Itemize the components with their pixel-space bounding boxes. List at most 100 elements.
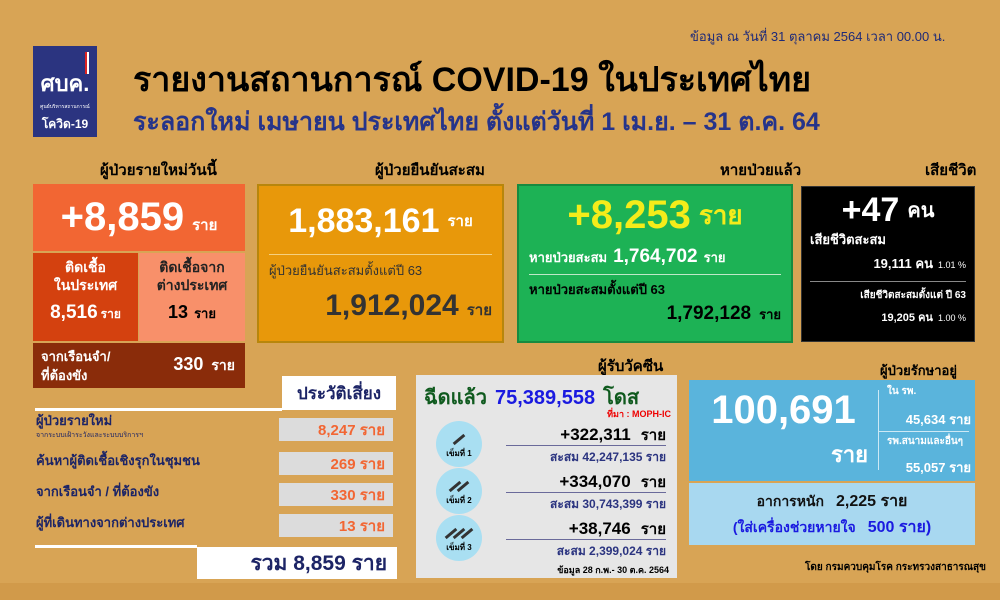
deaths-since63-value: 19,205 คน: [881, 312, 933, 324]
new-cases-value: +8,859: [60, 195, 185, 239]
recovered-card: +8,253 ราย หายป่วยสะสม 1,764,702 ราย หาย…: [517, 184, 793, 343]
risk-row-value-box: 8,247 ราย: [279, 418, 393, 441]
deaths-value: +47: [841, 190, 900, 229]
field-hospital-value: 55,057 ราย: [905, 460, 971, 475]
domestic-label-2: ในประเทศ: [53, 277, 118, 293]
divider: [35, 408, 282, 411]
vaccine-source: ที่มา : MOPH-IC: [607, 409, 671, 419]
cumulative-value: 1,883,161: [288, 201, 440, 240]
risk-row-sublabel: จากระบบเฝ้าระวังและระบบบริการฯ: [36, 432, 143, 439]
cumulative-since63-unit: ราย: [466, 302, 492, 319]
logo-subtext: ศูนย์บริหารสถานการณ์: [40, 104, 90, 110]
dose-unit: ราย: [640, 427, 666, 444]
bottom-band: [0, 583, 1000, 600]
dose-label: เข็มที่ 2: [446, 496, 472, 505]
divider: [269, 254, 492, 255]
dose-cumulative: สะสม 30,743,399 ราย: [550, 497, 666, 511]
deaths-cum-value: 19,111 คน: [873, 256, 933, 271]
deaths-header: เสียชีวิต: [925, 162, 977, 179]
domestic-unit: ราย: [100, 307, 121, 321]
dose-today: +38,746: [568, 519, 631, 538]
ventilator-value: 500 ราย): [867, 518, 932, 536]
severe-card: อาการหนัก 2,225 ราย (ใส่เครื่องช่วยหายใจ…: [689, 483, 975, 545]
field-hospital-label: รพ.สนามและอื่นๆ: [887, 436, 964, 447]
divider: [810, 281, 966, 282]
recovered-cum-label: หายป่วยสะสม: [529, 250, 608, 265]
dose-today: +322,311: [560, 425, 631, 444]
deaths-card: +47 คน เสียชีวิตสะสม 19,111 คน 1.01 % เส…: [801, 186, 975, 342]
abroad-label-2: ต่างประเทศ: [156, 277, 228, 293]
treatment-unit: ราย: [830, 442, 868, 467]
deaths-cum-pct: 1.01 %: [937, 260, 966, 270]
divider: [529, 274, 781, 275]
syringe-icon: [452, 433, 466, 446]
risk-row-label: ค้นหาผู้ติดเชื้อเชิงรุกในชุมชน: [36, 453, 200, 468]
deaths-since63-label: เสียชีวิตสะสมตั้งแต่ ปี 63: [860, 290, 966, 301]
deaths-unit: คน: [907, 200, 935, 222]
page-title: รายงานสถานการณ์ COVID-19 ในประเทศไทย: [133, 61, 812, 99]
dose-badge: เข็มที่ 2: [436, 468, 482, 514]
flag-icon: [85, 52, 91, 74]
risk-row-value-box: 13 ราย: [279, 514, 393, 537]
treatment-card: 100,691 ราย ใน รพ. 45,634 ราย รพ.สนามและ…: [689, 380, 975, 481]
recovered-since63-value: 1,792,128: [666, 303, 752, 324]
recovered-value: +8,253: [567, 192, 691, 237]
prison-card: จากเรือนจำ/ ที่ต้องขัง 330 ราย: [33, 343, 245, 388]
new-cases-header: ผู้ป่วยรายใหม่วันนี้: [100, 162, 217, 179]
report-date: ข้อมูล ณ วันที่ 31 ตุลาคม 2564 เวลา 00.0…: [690, 29, 946, 44]
risk-row-value-box: 330 ราย: [279, 483, 393, 506]
domestic-label: ติดเชื้อ: [65, 259, 106, 275]
risk-header: ประวัติเสี่ยง: [296, 383, 382, 403]
risk-header-box: ประวัติเสี่ยง: [282, 376, 396, 410]
logo-text: ศบค.: [40, 71, 90, 96]
logo-covid-text: โควิด-19: [41, 117, 89, 131]
hospital-value: 45,634 ราย: [905, 412, 971, 427]
treatment-header: ผู้ป่วยรักษาอยู่: [880, 363, 957, 378]
severe-value: 2,225 ราย: [835, 492, 908, 510]
recovered-unit: ราย: [698, 199, 743, 230]
prison-value: 330: [173, 354, 204, 374]
page-subtitle: ระลอกใหม่ เมษายน ประเทศไทย ตั้งแต่วันที่…: [133, 108, 820, 136]
dose-label: เข็มที่ 3: [446, 543, 472, 552]
divider: [506, 492, 666, 493]
risk-row-value: 13 ราย: [338, 517, 385, 535]
divider: [879, 431, 969, 432]
recovered-header: หายป่วยแล้ว: [720, 162, 802, 179]
dose-cumulative: สะสม 2,399,024 ราย: [556, 544, 666, 558]
domestic-card: ติดเชื้อ ในประเทศ 8,516 ราย: [33, 253, 138, 341]
hospital-label: ใน รพ.: [887, 386, 917, 397]
recovered-since63-label: หายป่วยสะสมตั้งแต่ปี 63: [529, 282, 666, 297]
footer-source: โดย กรมควบคุมโรค กระทรวงสาธารณสุข: [805, 562, 986, 573]
divider: [506, 445, 666, 446]
cumulative-unit: ราย: [447, 213, 473, 230]
recovered-cum-unit: ราย: [703, 250, 726, 265]
prison-label: จากเรือนจำ/: [41, 348, 111, 364]
dose-badge: เข็มที่ 1: [436, 421, 482, 467]
vaccine-injected-label: ฉีดแล้ว: [424, 387, 487, 409]
vaccine-header: ผู้รับวัคซีน: [598, 358, 664, 375]
abroad-card: ติดเชื้อจาก ต่างประเทศ 13 ราย: [139, 253, 245, 341]
risk-row-value: 330 ราย: [330, 486, 385, 504]
treatment-value: 100,691: [711, 388, 856, 432]
divider: [506, 539, 666, 540]
divider: [35, 545, 197, 548]
risk-row-label: ผู้ที่เดินทางจากต่างประเทศ: [36, 515, 185, 530]
abroad-unit: ราย: [194, 306, 216, 321]
divider: [878, 390, 879, 470]
cumulative-since63-label: ผู้ป่วยยืนยันสะสมตั้งแต่ปี 63: [269, 263, 423, 278]
vaccine-note: ข้อมูล 28 ก.พ.- 30 ต.ค. 2564: [557, 565, 669, 575]
dose-unit: ราย: [640, 474, 666, 491]
recovered-since63-unit: ราย: [759, 307, 781, 322]
risk-row-label: ผู้ป่วยรายใหม่: [36, 413, 113, 428]
cumulative-header: ผู้ป่วยยืนยันสะสม: [375, 162, 485, 179]
ventilator-label: (ใส่เครื่องช่วยหายใจ: [732, 518, 856, 535]
recovered-cum-value: 1,764,702: [613, 246, 698, 267]
new-cases-card: +8,859 ราย: [33, 184, 245, 251]
abroad-value: 13: [168, 302, 189, 322]
cumulative-since63-value: 1,912,024: [325, 289, 459, 322]
abroad-label: ติดเชื้อจาก: [159, 259, 225, 275]
cumulative-card: 1,883,161 ราย ผู้ป่วยยืนยันสะสมตั้งแต่ปี…: [257, 184, 504, 343]
dose-today: +334,070: [559, 472, 631, 491]
risk-row-value: 8,247 ราย: [318, 421, 385, 439]
ccsa-logo: ศบค. ศูนย์บริหารสถานการณ์ โควิด-19: [33, 46, 97, 137]
